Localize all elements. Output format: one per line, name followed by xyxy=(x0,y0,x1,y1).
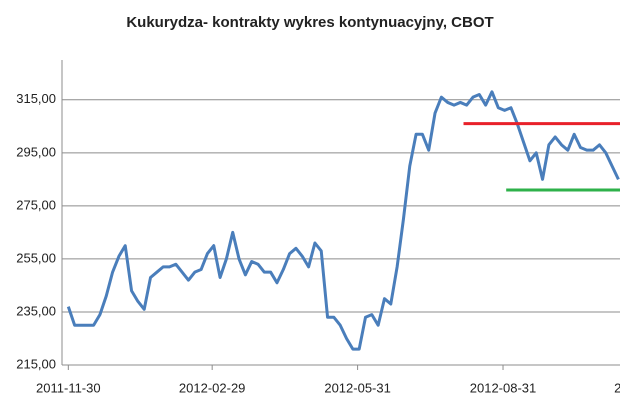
x-tick-label: 2012-05-31 xyxy=(324,380,391,395)
x-tick-label: 2011-11-30 xyxy=(36,380,101,395)
x-tick-label: 2012-11-30 xyxy=(614,380,620,395)
y-tick-label: 255,00 xyxy=(16,250,56,265)
chart-title: Kukurydza- kontrakty wykres kontynuacyjn… xyxy=(126,14,493,31)
x-tick-label: 2012-02-29 xyxy=(179,380,246,395)
x-tick-label: 2012-08-31 xyxy=(470,380,537,395)
y-tick-label: 315,00 xyxy=(16,91,56,106)
y-tick-label: 235,00 xyxy=(16,303,56,318)
data-line xyxy=(66,90,620,351)
y-tick-label: 295,00 xyxy=(16,144,56,159)
y-tick-label: 215,00 xyxy=(16,356,56,371)
y-tick-label: 275,00 xyxy=(16,197,56,212)
